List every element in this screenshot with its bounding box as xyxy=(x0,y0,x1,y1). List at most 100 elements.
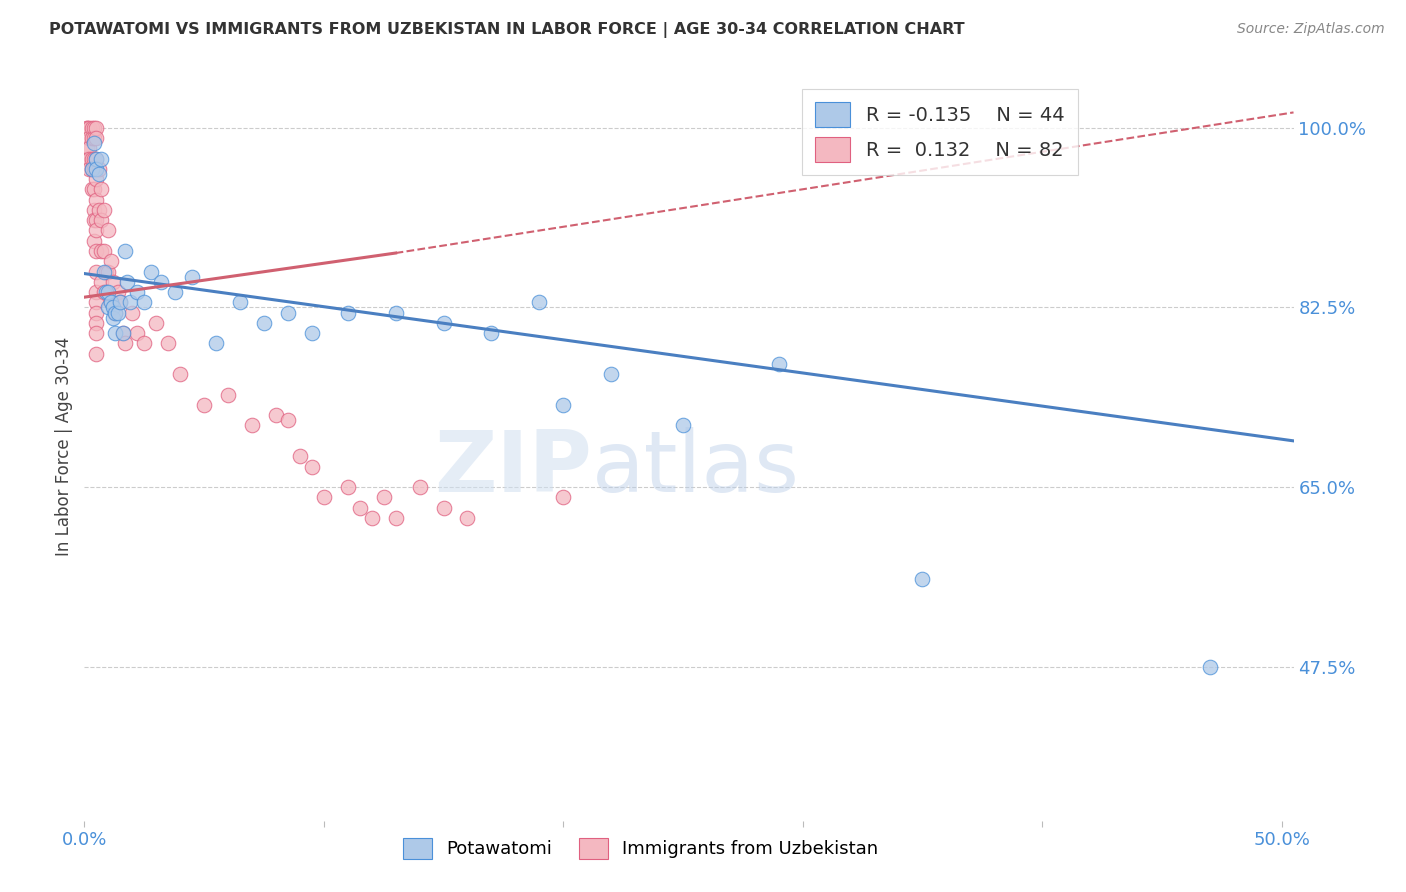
Point xyxy=(114,336,136,351)
Point xyxy=(80,161,103,176)
Point xyxy=(80,120,103,135)
Point xyxy=(336,480,359,494)
Point xyxy=(373,491,395,505)
Point xyxy=(86,193,108,207)
Point xyxy=(93,202,115,217)
Y-axis label: In Labor Force | Age 30-34: In Labor Force | Age 30-34 xyxy=(55,336,73,556)
Point xyxy=(76,120,98,135)
Point xyxy=(141,264,163,278)
Point xyxy=(77,120,100,135)
Point xyxy=(1198,659,1220,673)
Point xyxy=(86,305,108,319)
Point xyxy=(264,408,287,422)
Point xyxy=(86,244,108,258)
Point xyxy=(87,161,110,176)
Point xyxy=(456,511,478,525)
Point xyxy=(77,131,100,145)
Point xyxy=(77,141,100,155)
Point xyxy=(97,301,120,315)
Point xyxy=(301,326,323,340)
Point xyxy=(481,326,503,340)
Point xyxy=(80,161,103,176)
Point xyxy=(125,326,148,340)
Point xyxy=(90,182,112,196)
Point xyxy=(86,213,108,227)
Point xyxy=(86,295,108,310)
Point xyxy=(83,152,105,166)
Point xyxy=(86,152,108,166)
Point xyxy=(384,511,406,525)
Point xyxy=(83,213,105,227)
Point xyxy=(288,450,311,464)
Point xyxy=(157,336,180,351)
Point xyxy=(86,223,108,237)
Point xyxy=(118,295,141,310)
Point xyxy=(100,254,122,268)
Point xyxy=(90,213,112,227)
Point xyxy=(86,161,108,176)
Point xyxy=(336,305,359,319)
Text: Source: ZipAtlas.com: Source: ZipAtlas.com xyxy=(1237,22,1385,37)
Point xyxy=(83,234,105,248)
Point xyxy=(193,398,215,412)
Point xyxy=(134,295,156,310)
Point xyxy=(100,295,122,310)
Point xyxy=(114,244,136,258)
Point xyxy=(76,120,98,135)
Legend: Potawatomi, Immigrants from Uzbekistan: Potawatomi, Immigrants from Uzbekistan xyxy=(394,829,887,868)
Point xyxy=(911,573,934,587)
Point xyxy=(83,136,105,151)
Point xyxy=(90,244,112,258)
Point xyxy=(529,295,551,310)
Point xyxy=(217,387,239,401)
Point xyxy=(86,131,108,145)
Point xyxy=(86,120,108,135)
Point xyxy=(87,202,110,217)
Point xyxy=(77,161,100,176)
Point xyxy=(110,295,132,310)
Point xyxy=(240,418,263,433)
Point xyxy=(86,152,108,166)
Point xyxy=(149,275,172,289)
Point xyxy=(86,172,108,186)
Point xyxy=(83,161,105,176)
Point xyxy=(93,285,115,299)
Point xyxy=(100,295,122,310)
Point xyxy=(110,295,132,310)
Point xyxy=(76,152,98,166)
Point xyxy=(86,264,108,278)
Point xyxy=(672,418,695,433)
Point xyxy=(165,285,187,299)
Point xyxy=(97,223,120,237)
Point xyxy=(86,285,108,299)
Point xyxy=(205,336,228,351)
Point xyxy=(77,152,100,166)
Point xyxy=(553,398,575,412)
Point xyxy=(86,346,108,360)
Point xyxy=(101,310,124,325)
Point xyxy=(111,326,134,340)
Point xyxy=(83,120,105,135)
Point xyxy=(768,357,790,371)
Point xyxy=(229,295,252,310)
Point xyxy=(90,152,112,166)
Point xyxy=(94,264,117,278)
Point xyxy=(349,500,371,515)
Point xyxy=(80,182,103,196)
Point xyxy=(600,367,623,381)
Point xyxy=(134,336,156,351)
Point xyxy=(360,511,382,525)
Point xyxy=(104,305,127,319)
Point xyxy=(301,459,323,474)
Point xyxy=(432,316,454,330)
Point xyxy=(76,141,98,155)
Point xyxy=(169,367,191,381)
Point xyxy=(83,202,105,217)
Point xyxy=(83,131,105,145)
Point xyxy=(90,275,112,289)
Point xyxy=(94,285,117,299)
Point xyxy=(107,285,129,299)
Point xyxy=(86,326,108,340)
Point xyxy=(111,326,134,340)
Point xyxy=(121,305,143,319)
